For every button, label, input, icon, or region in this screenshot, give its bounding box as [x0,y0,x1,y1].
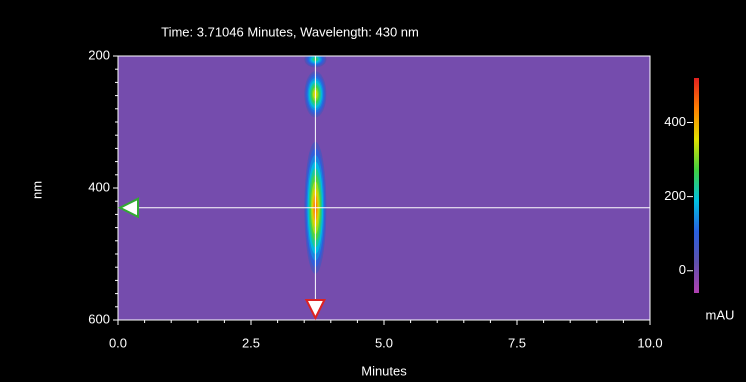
x-axis-label: Minutes [361,363,407,378]
colorbar-label: mAU [706,307,735,322]
colorbar-tick-label: 200 [664,188,686,203]
chart-title: Time: 3.71046 Minutes, Wavelength: 430 n… [161,24,419,39]
time-marker [304,299,327,321]
y-tick-label: 600 [88,311,110,326]
plot-background [118,56,650,320]
x-tick-label: 2.5 [242,335,260,350]
colorbar-tick-label: 400 [664,114,686,129]
x-tick-label: 5.0 [375,335,393,350]
peak [304,56,327,68]
wavelength-marker [117,197,139,219]
y-tick-label: 400 [88,179,110,194]
x-tick-label: 0.0 [109,335,127,350]
colorbar [694,78,699,293]
colorbar-tick-label: 0 [679,262,686,277]
x-tick-label: 10.0 [637,335,662,350]
y-axis-label: nm [29,181,44,199]
x-tick-label: 7.5 [508,335,526,350]
y-tick-label: 200 [88,47,110,62]
